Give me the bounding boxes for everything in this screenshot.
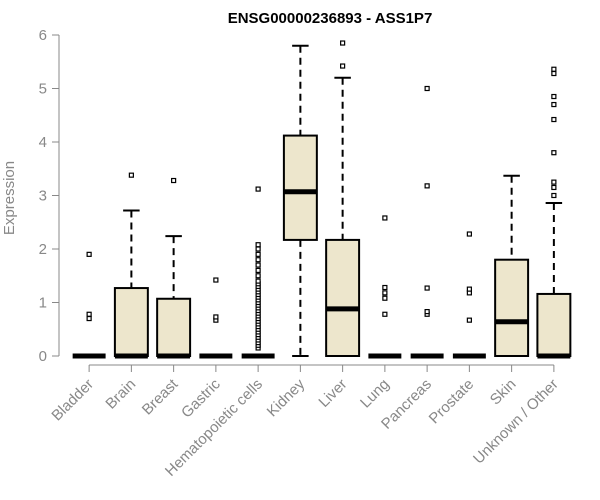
box-iqr	[536, 292, 572, 358]
y-axis: 0 1 2 3 4 5 6	[39, 27, 60, 365]
outlier-point	[551, 101, 557, 108]
outlier-point	[255, 246, 261, 252]
y-tick-label: 3	[39, 188, 47, 205]
outlier-point	[382, 290, 388, 296]
outlier-point	[340, 40, 346, 46]
x-tick-label: Bladder	[48, 376, 97, 425]
outlier-point	[255, 257, 261, 263]
box-unknown-other	[536, 66, 572, 359]
box-iqr	[494, 258, 530, 358]
y-tick-label: 5	[39, 81, 47, 98]
outlier-point	[213, 314, 219, 320]
outlier-point	[382, 284, 388, 291]
box-kidney	[282, 44, 318, 357]
outlier-point	[382, 311, 388, 317]
outlier-point	[255, 242, 261, 248]
box-lung	[368, 215, 402, 359]
outlier-point	[255, 251, 261, 257]
outlier-point	[466, 317, 472, 323]
outlier-point	[255, 186, 261, 192]
box-breast	[156, 177, 192, 359]
box-pancreas	[410, 85, 444, 359]
outlier-point	[551, 179, 557, 185]
y-tick-label: 0	[39, 348, 47, 365]
outlier-point	[86, 251, 92, 257]
outlier-point	[340, 63, 346, 69]
y-tick-label: 2	[39, 241, 47, 258]
box-prostate	[452, 231, 486, 359]
x-tick-label: Breast	[139, 375, 182, 418]
box-bladder	[72, 251, 106, 359]
y-tick-label: 1	[39, 295, 47, 312]
x-tick-label: Prostate	[426, 376, 478, 428]
x-tick-label: Kidney	[264, 375, 309, 420]
outlier-point	[213, 277, 219, 283]
box-iqr	[282, 134, 318, 241]
box-gastric	[199, 277, 233, 359]
box-hematopoietic-cells	[241, 186, 275, 359]
outlier-point	[551, 66, 557, 72]
outlier-point	[424, 285, 430, 291]
x-tick-label: Liver	[315, 376, 350, 411]
outlier-point	[551, 70, 557, 77]
outlier-point	[466, 286, 472, 292]
chart-title: ENSG00000236893 - ASS1P7	[228, 10, 433, 27]
outlier-point	[551, 116, 557, 123]
x-tick-label: Brain	[102, 376, 139, 413]
outlier-point	[551, 93, 557, 100]
outlier-point	[382, 215, 388, 221]
box-iqr	[113, 287, 149, 357]
outlier-point	[424, 308, 430, 315]
outlier-point	[551, 184, 557, 191]
box-iqr	[325, 238, 361, 357]
box-iqr	[156, 297, 192, 358]
outlier-point	[551, 150, 557, 156]
outlier-point	[86, 311, 92, 317]
y-tick-label: 4	[39, 134, 47, 151]
y-tick-label: 6	[39, 27, 47, 44]
box-brain	[113, 172, 149, 359]
box-liver	[325, 40, 361, 357]
outlier-point	[171, 177, 177, 184]
outlier-point	[255, 262, 261, 268]
x-tick-label: Skin	[487, 376, 520, 409]
outlier-point	[466, 231, 472, 237]
outlier-point	[128, 172, 134, 178]
outlier-point	[382, 295, 388, 301]
x-tick-label: Lung	[357, 376, 393, 412]
box-group	[72, 40, 572, 359]
outlier-point	[424, 85, 430, 92]
outlier-point	[424, 183, 430, 189]
outlier-point	[255, 278, 261, 284]
y-axis-label: Expression	[1, 161, 18, 235]
outlier-point	[551, 192, 557, 199]
box-skin	[494, 174, 530, 358]
outlier-point	[86, 315, 92, 322]
outlier-point	[255, 273, 261, 279]
outlier-point	[255, 267, 261, 273]
